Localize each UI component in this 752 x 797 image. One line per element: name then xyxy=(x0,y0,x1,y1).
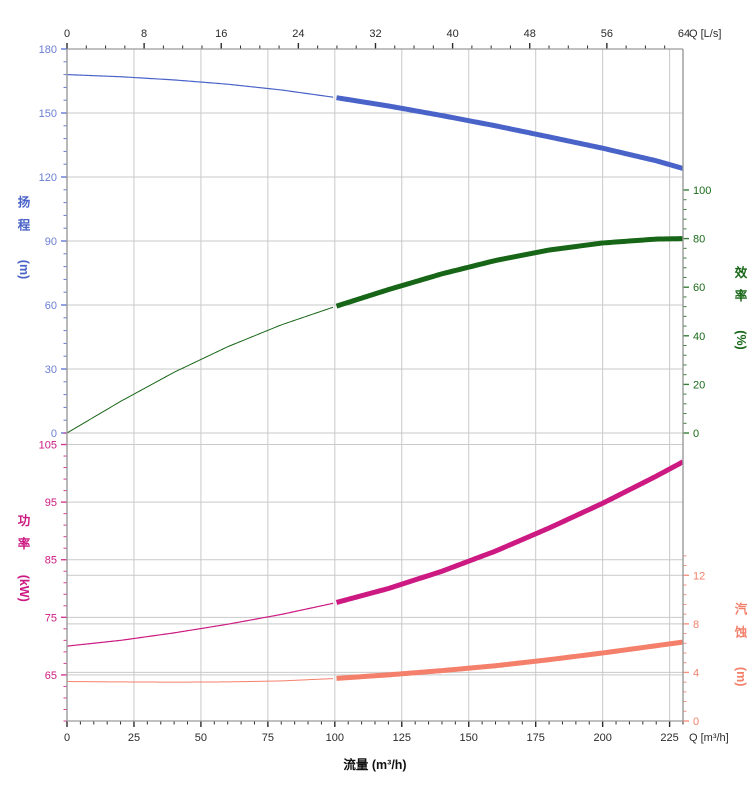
y-tick-label-efficiency: 0 xyxy=(693,428,699,440)
y-tick-label-head: 180 xyxy=(39,44,57,56)
x-axis-unit-bottom: Q [m³/h] xyxy=(689,732,729,744)
svg-text:(kW): (kW) xyxy=(17,575,31,602)
y-axis-title-npsh: 汽 xyxy=(735,602,748,617)
svg-text:(m): (m) xyxy=(734,667,748,686)
x-tick-label-bottom: 25 xyxy=(128,732,140,744)
y-tick-label-efficiency: 80 xyxy=(693,234,705,246)
y-tick-label-efficiency: 20 xyxy=(693,379,705,391)
curve-efficiency-thick xyxy=(335,236,683,309)
curves-layer xyxy=(67,74,683,683)
y-tick-label-head: 120 xyxy=(39,172,57,184)
y-axis-unit-npsh: (m) xyxy=(734,667,748,686)
x-tick-label-bottom: 200 xyxy=(593,732,611,744)
y-tick-label-npsh: 12 xyxy=(693,570,705,582)
curve-power-thick xyxy=(335,459,683,605)
x-tick-label-top: 8 xyxy=(141,28,147,40)
y-tick-label-npsh: 4 xyxy=(693,667,699,679)
curve-efficiency-thin xyxy=(67,306,334,434)
y-tick-label-power: 95 xyxy=(45,497,57,509)
y-axis-title-power: 率 xyxy=(18,536,31,551)
x-tick-label-bottom: 125 xyxy=(393,732,411,744)
x-tick-label-bottom: 100 xyxy=(326,732,344,744)
y-tick-label-head: 0 xyxy=(51,428,57,440)
y-tick-label-head: 90 xyxy=(45,236,57,248)
curve-head-thin xyxy=(67,74,334,98)
y-axis-title-efficiency: 效 xyxy=(735,265,748,280)
curve-power-thin xyxy=(67,602,334,647)
y-tick-label-head: 150 xyxy=(39,108,57,120)
x-tick-label-top: 64 xyxy=(678,28,690,40)
y-tick-label-efficiency: 100 xyxy=(693,185,711,197)
x-tick-label-bottom: 150 xyxy=(460,732,478,744)
svg-text:(m): (m) xyxy=(17,260,31,279)
x-tick-label-top: 0 xyxy=(64,28,70,40)
y-axis-title-head: 扬 xyxy=(18,195,31,210)
x-tick-label-bottom: 175 xyxy=(527,732,545,744)
x-tick-label-top: 32 xyxy=(369,28,381,40)
y-tick-label-npsh: 8 xyxy=(693,619,699,631)
y-tick-label-head: 60 xyxy=(45,300,57,312)
axis-labels-layer: 0 25 50 75 100 125 150 175 200 225 Q [m³/h]流量 (m³/… xyxy=(17,28,748,772)
x-axis-title: 流量 (m³/h) xyxy=(343,757,406,772)
y-axis-title-npsh: 蚀 xyxy=(734,625,748,640)
x-tick-label-top: 24 xyxy=(292,28,304,40)
curve-npsh-thick xyxy=(336,639,683,681)
curve-npsh-thin xyxy=(67,678,334,683)
x-tick-label-top: 16 xyxy=(215,28,227,40)
plot-frame xyxy=(66,48,684,722)
y-tick-label-efficiency: 40 xyxy=(693,331,705,343)
y-axis-title-power: 功 xyxy=(18,513,31,528)
y-tick-label-efficiency: 60 xyxy=(693,282,705,294)
x-tick-label-bottom: 225 xyxy=(660,732,678,744)
y-tick-label-power: 65 xyxy=(45,670,57,682)
y-tick-label-power: 85 xyxy=(45,555,57,567)
y-tick-label-power: 75 xyxy=(45,612,57,624)
y-axis-title-head: 程 xyxy=(18,218,31,233)
x-axis-unit-top: Q [L/s] xyxy=(689,28,721,40)
x-tick-label-bottom: 75 xyxy=(262,732,274,744)
y-tick-label-npsh: 0 xyxy=(693,716,699,728)
y-axis-unit-efficiency: (%) xyxy=(734,330,748,349)
x-tick-label-top: 48 xyxy=(524,28,536,40)
y-tick-label-head: 30 xyxy=(45,364,57,376)
x-tick-label-bottom: 50 xyxy=(195,732,207,744)
x-tick-label-bottom: 0 xyxy=(64,732,70,744)
y-axis-title-efficiency: 率 xyxy=(735,288,748,303)
y-axis-unit-power: (kW) xyxy=(17,575,31,602)
svg-text:(%): (%) xyxy=(734,330,748,349)
grid-layer xyxy=(67,49,683,721)
y-axis-unit-head: (m) xyxy=(17,260,31,279)
y-tick-label-power: 105 xyxy=(39,440,57,452)
curve-head-thick xyxy=(336,95,683,171)
x-tick-label-top: 40 xyxy=(446,28,458,40)
x-tick-label-top: 56 xyxy=(601,28,613,40)
